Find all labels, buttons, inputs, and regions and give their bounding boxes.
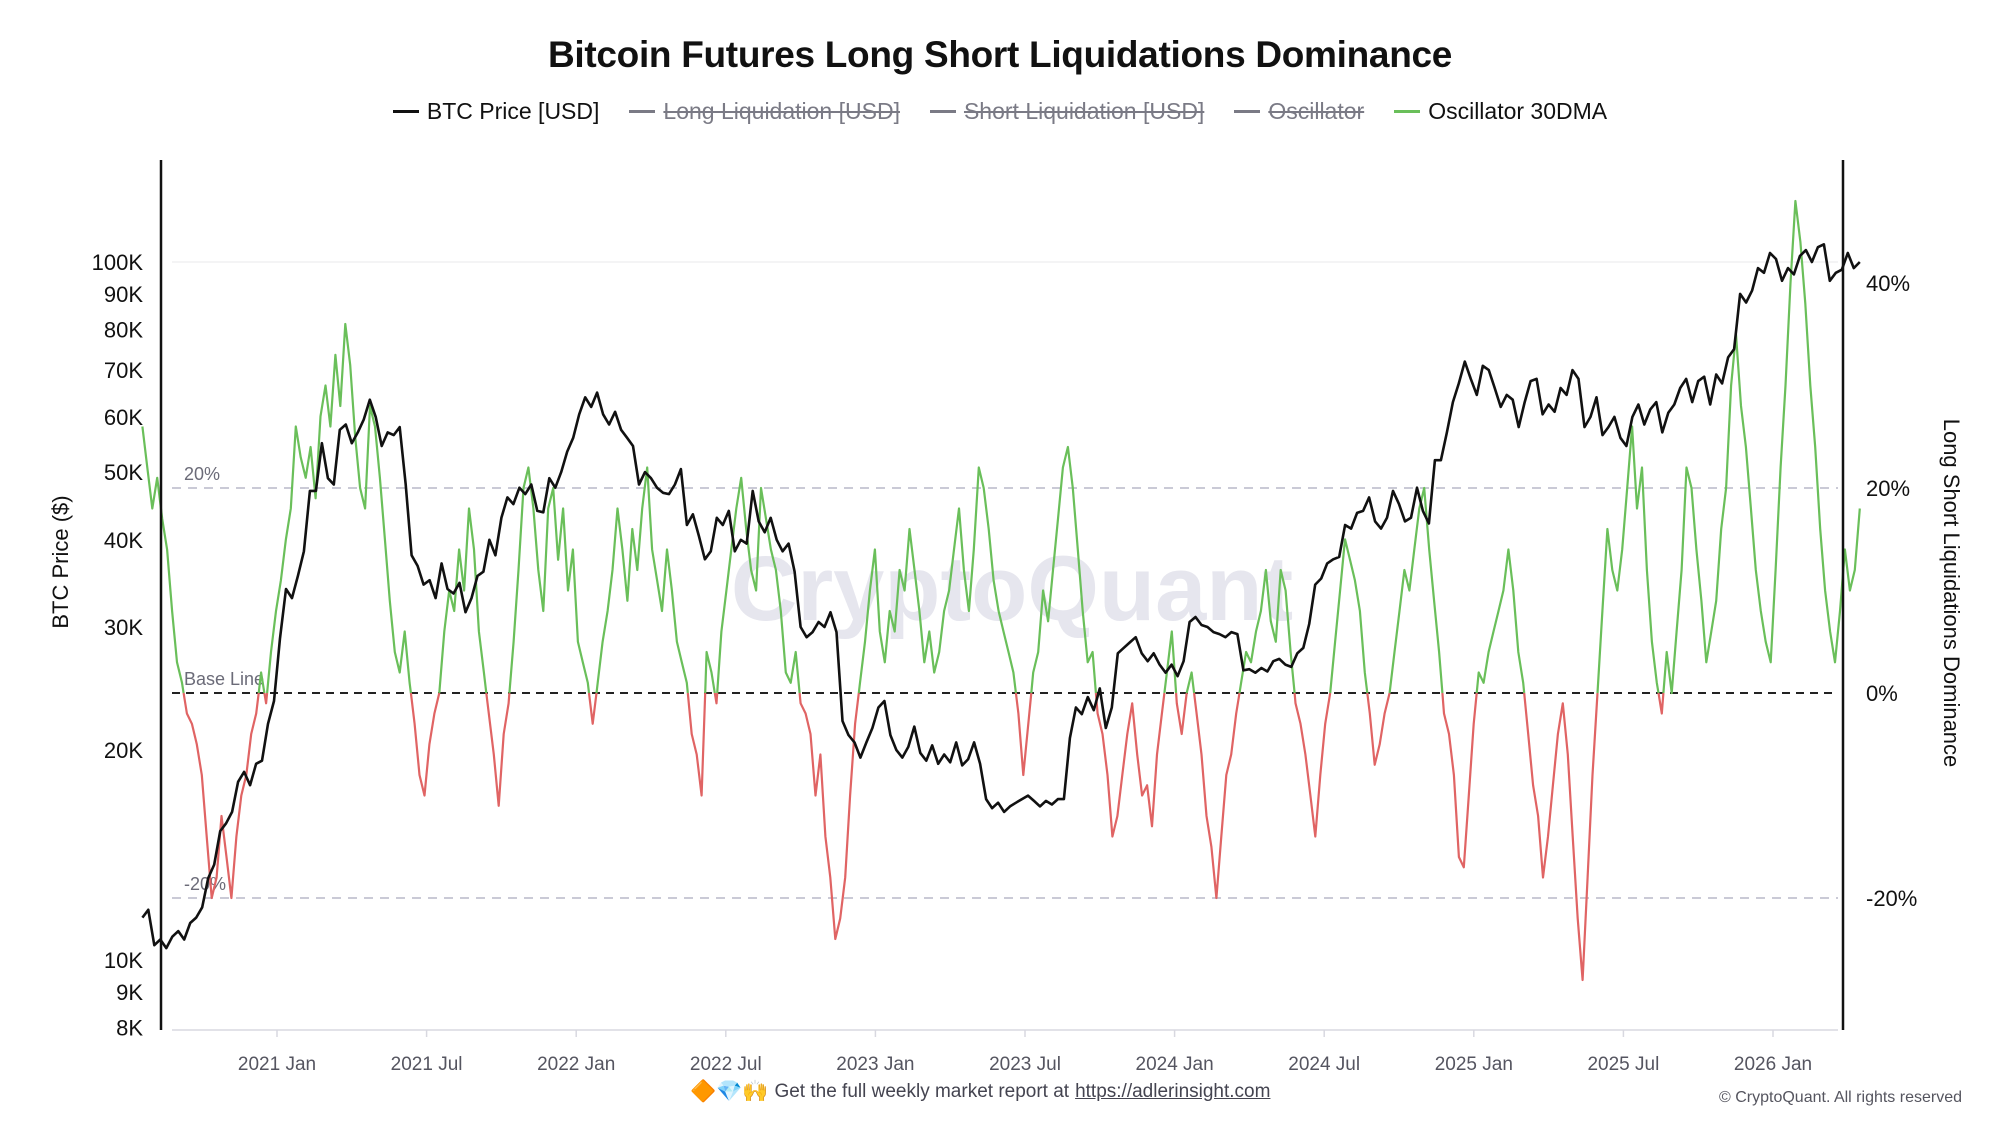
oscillator-30dma-positive-segment (1185, 671, 1196, 694)
legend-swatch-long-liquidation (629, 110, 656, 113)
legend-item-short-liquidation[interactable]: Short Liquidation [USD] (929, 98, 1205, 125)
oscillator-30dma-negative-segment (1094, 692, 1166, 838)
oscillator-30dma-positive-segment (595, 466, 689, 694)
y-right-tick-label: 0% (1866, 681, 1898, 706)
x-tick-label: 2025 Jan (1435, 1054, 1513, 1075)
y-left-tick-label: 60K (104, 405, 143, 430)
y-left-tick-label: 70K (104, 358, 143, 383)
reference-line-label: 20% (184, 464, 220, 484)
legend-label: Short Liquidation [USD] (963, 98, 1205, 124)
oscillator-30dma-positive-segment (141, 426, 185, 694)
x-tick-label: 2025 Jul (1587, 1054, 1659, 1075)
legend-item-btc-price[interactable]: BTC Price [USD] (392, 98, 600, 125)
y-left-tick-label: 100K (92, 250, 144, 275)
y-left-tick-label: 90K (104, 282, 143, 307)
oscillator-30dma-positive-segment (1388, 486, 1444, 694)
oscillator-30dma-positive-segment (266, 322, 412, 694)
x-tick-label: 2026 Jan (1734, 1054, 1812, 1075)
oscillator-30dma-negative-segment (1523, 692, 1599, 982)
y-right-tick-label: 40% (1866, 271, 1910, 296)
y-left-tick-label: 50K (104, 460, 143, 485)
legend-item-long-liquidation[interactable]: Long Liquidation [USD] (629, 98, 900, 125)
legend-label: Oscillator (1268, 98, 1365, 124)
oscillator-30dma-negative-segment (1366, 692, 1391, 766)
oscillator-30dma-negative-segment (1193, 692, 1241, 900)
legend-item-oscillator[interactable]: Oscillator (1234, 98, 1364, 125)
x-tick-label: 2024 Jul (1288, 1054, 1360, 1075)
btc-price-line (141, 243, 1861, 950)
y-left-tick-label: 9K (116, 980, 143, 1005)
legend-swatch-btc-price (392, 110, 419, 113)
legend-swatch-oscillator-30dma (1394, 110, 1421, 113)
watermark: CryptoQuant (731, 538, 1293, 640)
y-left-tick-label: 20K (104, 738, 143, 763)
legend-label: BTC Price [USD] (426, 98, 600, 124)
oscillator-30dma-positive-segment (1662, 199, 1861, 695)
x-tick-label: 2021 Jan (238, 1054, 316, 1075)
oscillator-30dma-positive-segment (1163, 630, 1178, 694)
x-tick-label: 2022 Jul (690, 1054, 762, 1075)
oscillator-30dma-positive-segment (438, 507, 488, 694)
oscillator-30dma-negative-segment (1014, 692, 1033, 777)
y-axis-right-title: Long Short Liquidations Dominance (1939, 419, 1964, 768)
legend-label: Oscillator 30DMA (1428, 98, 1608, 124)
promo-link[interactable]: https://adlerinsight.com (1075, 1081, 1271, 1102)
oscillator-30dma-negative-segment (409, 692, 441, 797)
y-left-tick-label: 30K (104, 615, 143, 640)
y-left-tick-label: 10K (104, 948, 143, 973)
oscillator-30dma-negative-segment (485, 692, 511, 807)
reference-line-label: Base Line (184, 669, 264, 689)
oscillator-30dma-positive-segment (508, 466, 591, 694)
oscillator-30dma-negative-segment (713, 692, 719, 705)
y-left-tick-label: 8K (116, 1016, 143, 1041)
oscillator-30dma-negative-segment (1293, 692, 1332, 838)
oscillator-30dma-positive-segment (857, 466, 1017, 694)
y-left-tick-label: 40K (104, 528, 143, 553)
legend: BTC Price [USD] Long Liquidation [USD] S… (0, 98, 2000, 125)
y-axis-left-title: BTC Price ($) (48, 495, 73, 628)
oscillator-30dma-negative-segment (798, 692, 860, 941)
oscillator-30dma-negative-segment (1441, 692, 1478, 869)
oscillator-30dma-positive-segment (1475, 548, 1526, 694)
copyright-notice: © CryptoQuant. All rights reserved (1719, 1089, 1962, 1106)
oscillator-30dma-negative-segment (182, 692, 260, 900)
x-tick-label: 2023 Jul (989, 1054, 1061, 1075)
oscillator-30dma-positive-segment (704, 650, 716, 694)
y-left-tick-label: 80K (104, 318, 143, 343)
oscillator-30dma-negative-segment (587, 692, 598, 725)
chart-title: Bitcoin Futures Long Short Liquidations … (547, 34, 1453, 75)
promo-text: Get the full weekly market report at (774, 1081, 1070, 1102)
x-tick-label: 2021 Jul (391, 1054, 463, 1075)
oscillator-30dma-positive-segment (1596, 425, 1660, 694)
y-right-tick-label: -20% (1866, 886, 1917, 911)
x-tick-label: 2022 Jan (537, 1054, 615, 1075)
legend-swatch-oscillator (1234, 110, 1261, 113)
oscillator-30dma-positive-segment (257, 671, 266, 694)
x-tick-label: 2024 Jan (1136, 1054, 1214, 1075)
oscillator-30dma-negative-segment (1657, 692, 1665, 715)
legend-item-oscillator-30dma[interactable]: Oscillator 30DMA (1394, 98, 1607, 125)
oscillator-30dma-positive-segment (1238, 568, 1296, 694)
oscillator-30dma-positive-segment (1329, 538, 1369, 694)
oscillator-30dma-positive-segment (1030, 445, 1097, 694)
x-tick-label: 2023 Jan (836, 1054, 914, 1075)
legend-label: Long Liquidation [USD] (663, 98, 900, 124)
promo-emoji-icons: 🔶💎🙌 (690, 1080, 769, 1103)
footer-promo: 🔶💎🙌 Get the full weekly market report at… (690, 1080, 1270, 1104)
legend-swatch-short-liquidation (929, 110, 956, 113)
oscillator-30dma-positive-segment (716, 476, 801, 694)
oscillator-30dma-negative-segment (686, 692, 707, 797)
oscillator-30dma-negative-segment (1175, 692, 1188, 736)
y-right-tick-label: 20% (1866, 476, 1910, 501)
oscillator-30dma-negative-segment (263, 692, 269, 705)
